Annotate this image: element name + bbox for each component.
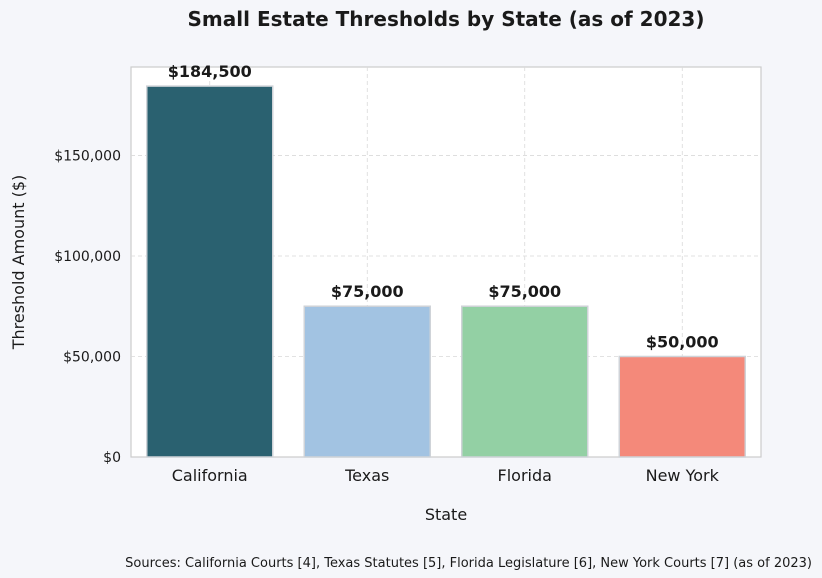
data-label: $75,000 [488,282,561,301]
x-tick-label: Florida [498,466,552,485]
x-axis-ticks: California Texas Florida New York [172,466,720,485]
bar-florida [461,305,589,458]
bar-california [146,85,274,458]
data-label: $184,500 [168,62,252,81]
y-tick-label: $100,000 [54,249,121,265]
y-tick-label: $0 [103,450,121,466]
y-tick-label: $50,000 [63,349,121,365]
x-tick-label: Texas [344,466,389,485]
y-axis-ticks: $0 $50,000 $100,000 $150,000 [54,148,121,466]
x-tick-label: California [172,466,248,485]
x-axis-label: State [425,505,467,524]
source-note: Sources: California Courts [4], Texas St… [125,556,812,571]
data-labels: $184,500 $75,000 $75,000 $50,000 [168,62,719,351]
bars [146,85,746,458]
y-tick-label: $150,000 [54,148,121,164]
data-label: $75,000 [331,282,404,301]
data-label: $50,000 [646,332,719,351]
chart-title: Small Estate Thresholds by State (as of … [188,7,705,31]
bar-new-york [618,355,746,458]
y-axis-label: Threshold Amount ($) [9,175,28,351]
x-tick-label: New York [646,466,720,485]
bar-texas [303,305,431,458]
